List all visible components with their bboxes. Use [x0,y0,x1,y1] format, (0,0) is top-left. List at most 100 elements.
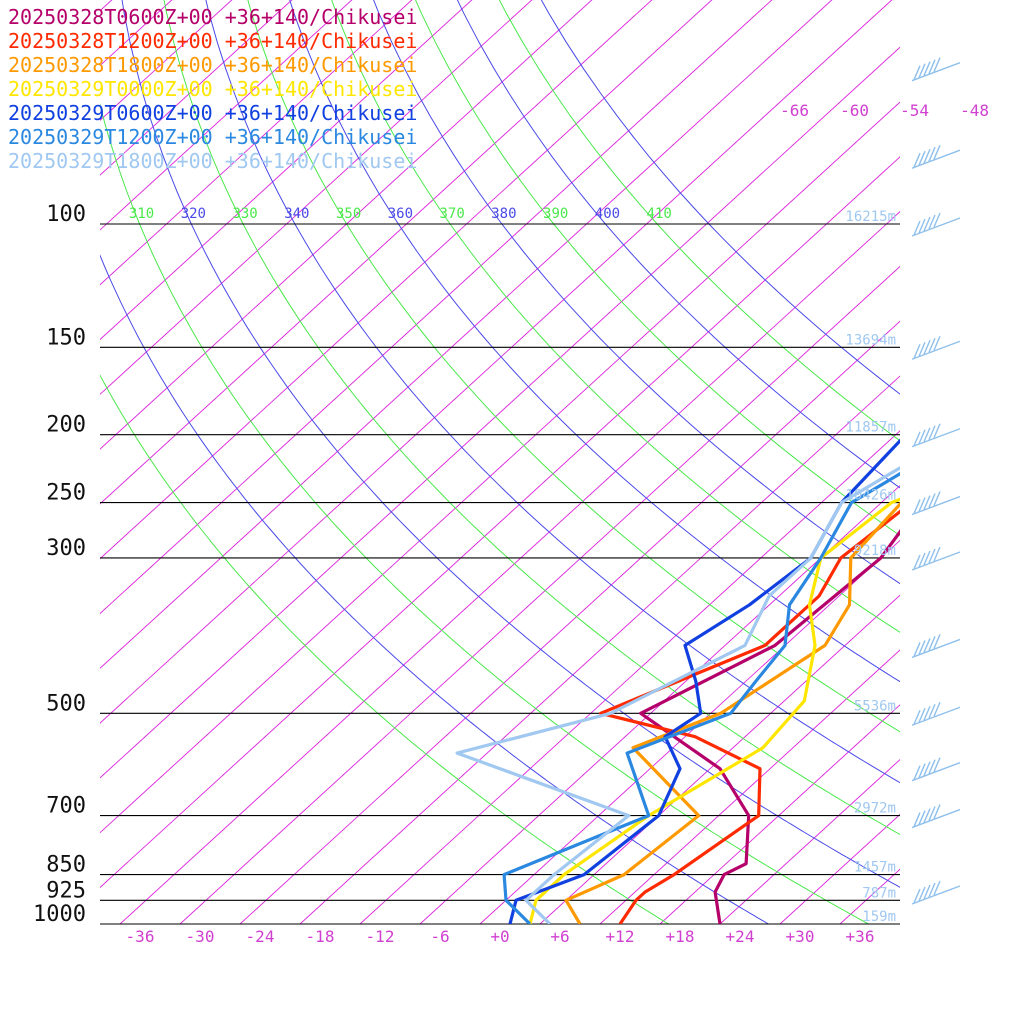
wind-barb-flag [928,146,936,162]
wind-barb [911,335,961,360]
temperature-tick-label: -12 [366,927,395,946]
isotherm-line [100,0,773,615]
wind-barb-flag [928,882,936,898]
wind-barb [911,212,961,237]
legend-entry: 20250329T1800Z+00 +36+140/Chikusei [8,149,417,173]
isotherm-line [100,0,653,505]
wind-barb-flag [913,812,921,827]
wind-barb [911,144,961,169]
temperature-profile-line [564,501,900,924]
wind-barb-flag [918,341,926,357]
pressure-label: 500 [46,691,86,716]
wind-barb-flag [918,429,926,444]
wind-barb-flag [913,65,921,80]
wind-barb-staff [911,885,961,905]
wind-barb-flag [933,144,941,160]
wind-barb-flag [918,497,926,512]
wind-barb-flag [933,57,941,72]
height-labels: 16215m 13694m 11857m 10426m 9218m 5536m 2972m 1… [845,209,896,925]
pressure-label: 850 [46,853,86,878]
temperature-profile-line [528,497,900,924]
wind-barb-flag [913,220,921,236]
wind-barb-flag [933,212,941,228]
isentrope-label: 330 [232,206,257,222]
temperature-tick-label: -30 [186,927,215,946]
wind-barb-staff [911,62,961,82]
wind-barb-flag [923,761,931,776]
height-label: 11857m [845,420,896,436]
temperature-tick-label: +24 [726,927,755,946]
height-label: 1457m [854,860,896,876]
height-label: 2972m [854,801,896,817]
wind-barb [911,757,961,782]
top-isotherm-label: -60 [840,101,869,120]
temperature-profile-line [508,438,900,924]
wind-barb-flag [933,423,941,438]
height-label: 5536m [854,698,896,714]
height-label: 16215m [845,209,896,225]
wind-barb-staff [911,762,961,782]
wind-barb [911,57,961,82]
wind-barb [911,546,961,571]
isotherm-line [100,0,593,450]
legend-entry: 20250328T0600Z+00 +36+140/Chikusei [8,5,417,29]
wind-barb-flag [913,710,921,725]
temperature-tick-label: +6 [550,927,569,946]
wind-barb-flag [933,634,941,649]
legend: 20250328T0600Z+00 +36+140/Chikusei 202503… [8,5,417,173]
wind-barbs [911,57,961,905]
temperature-tick-label: -24 [246,927,275,946]
wind-barb-flag [913,152,921,168]
wind-barb-flag [933,804,941,819]
temperature-profile-line [502,471,900,924]
isotherm-line [299,375,900,924]
temperature-tick-label: -36 [126,927,155,946]
wind-barb-flag [918,708,926,723]
isotherm-line [719,759,900,924]
isentrope-line [540,0,900,395]
temperature-profile-line [639,529,900,924]
height-label: 13694m [845,332,896,348]
isentrope-label: 310 [129,206,154,222]
wind-barb [911,702,961,726]
wind-barb-staff [911,217,961,237]
wind-barb [911,804,961,829]
isotherm-line [100,0,713,560]
wind-barb-staff [911,428,961,448]
wind-barb-flag [923,61,931,76]
wind-barb-flag [928,59,936,74]
wind-barb-staff [911,706,961,726]
wind-barb-staff [911,638,961,659]
wind-barb-flag [913,554,921,570]
wind-barb-flag [923,148,931,164]
top-isotherm-label: -48 [960,101,989,120]
pressure-lines [100,223,900,925]
top-isotherm-labels: -66 -60 -54 -48 [780,101,989,120]
wind-barb-flag [918,810,926,825]
temperature-tick-label: +0 [490,927,509,946]
pressure-label: 1000 [33,902,86,927]
isotherm-line [100,0,173,67]
wind-barb-flag [918,886,926,902]
isentrope-label: 410 [647,206,672,222]
wind-barb-staff [911,551,961,571]
wind-barb-staff [911,495,961,516]
wind-barb-staff [911,340,961,360]
wind-barb-flag [928,337,936,353]
wind-barb-flag [933,335,941,351]
isotherm-line [100,0,233,121]
pressure-label: 150 [46,325,86,350]
pressure-label: 300 [46,536,86,561]
wind-barb-flag [923,706,931,721]
isotherm-line [659,704,900,924]
isotherm-line [419,485,900,924]
isotherm-line [100,0,533,395]
isotherm-line [100,0,353,231]
isotherm-line [899,923,900,924]
wind-barb-flag [913,499,921,514]
temperature-profile-line [599,509,900,924]
isotherm-line [239,320,900,924]
wind-barb-flag [923,808,931,823]
temperature-profile-line [455,465,900,924]
